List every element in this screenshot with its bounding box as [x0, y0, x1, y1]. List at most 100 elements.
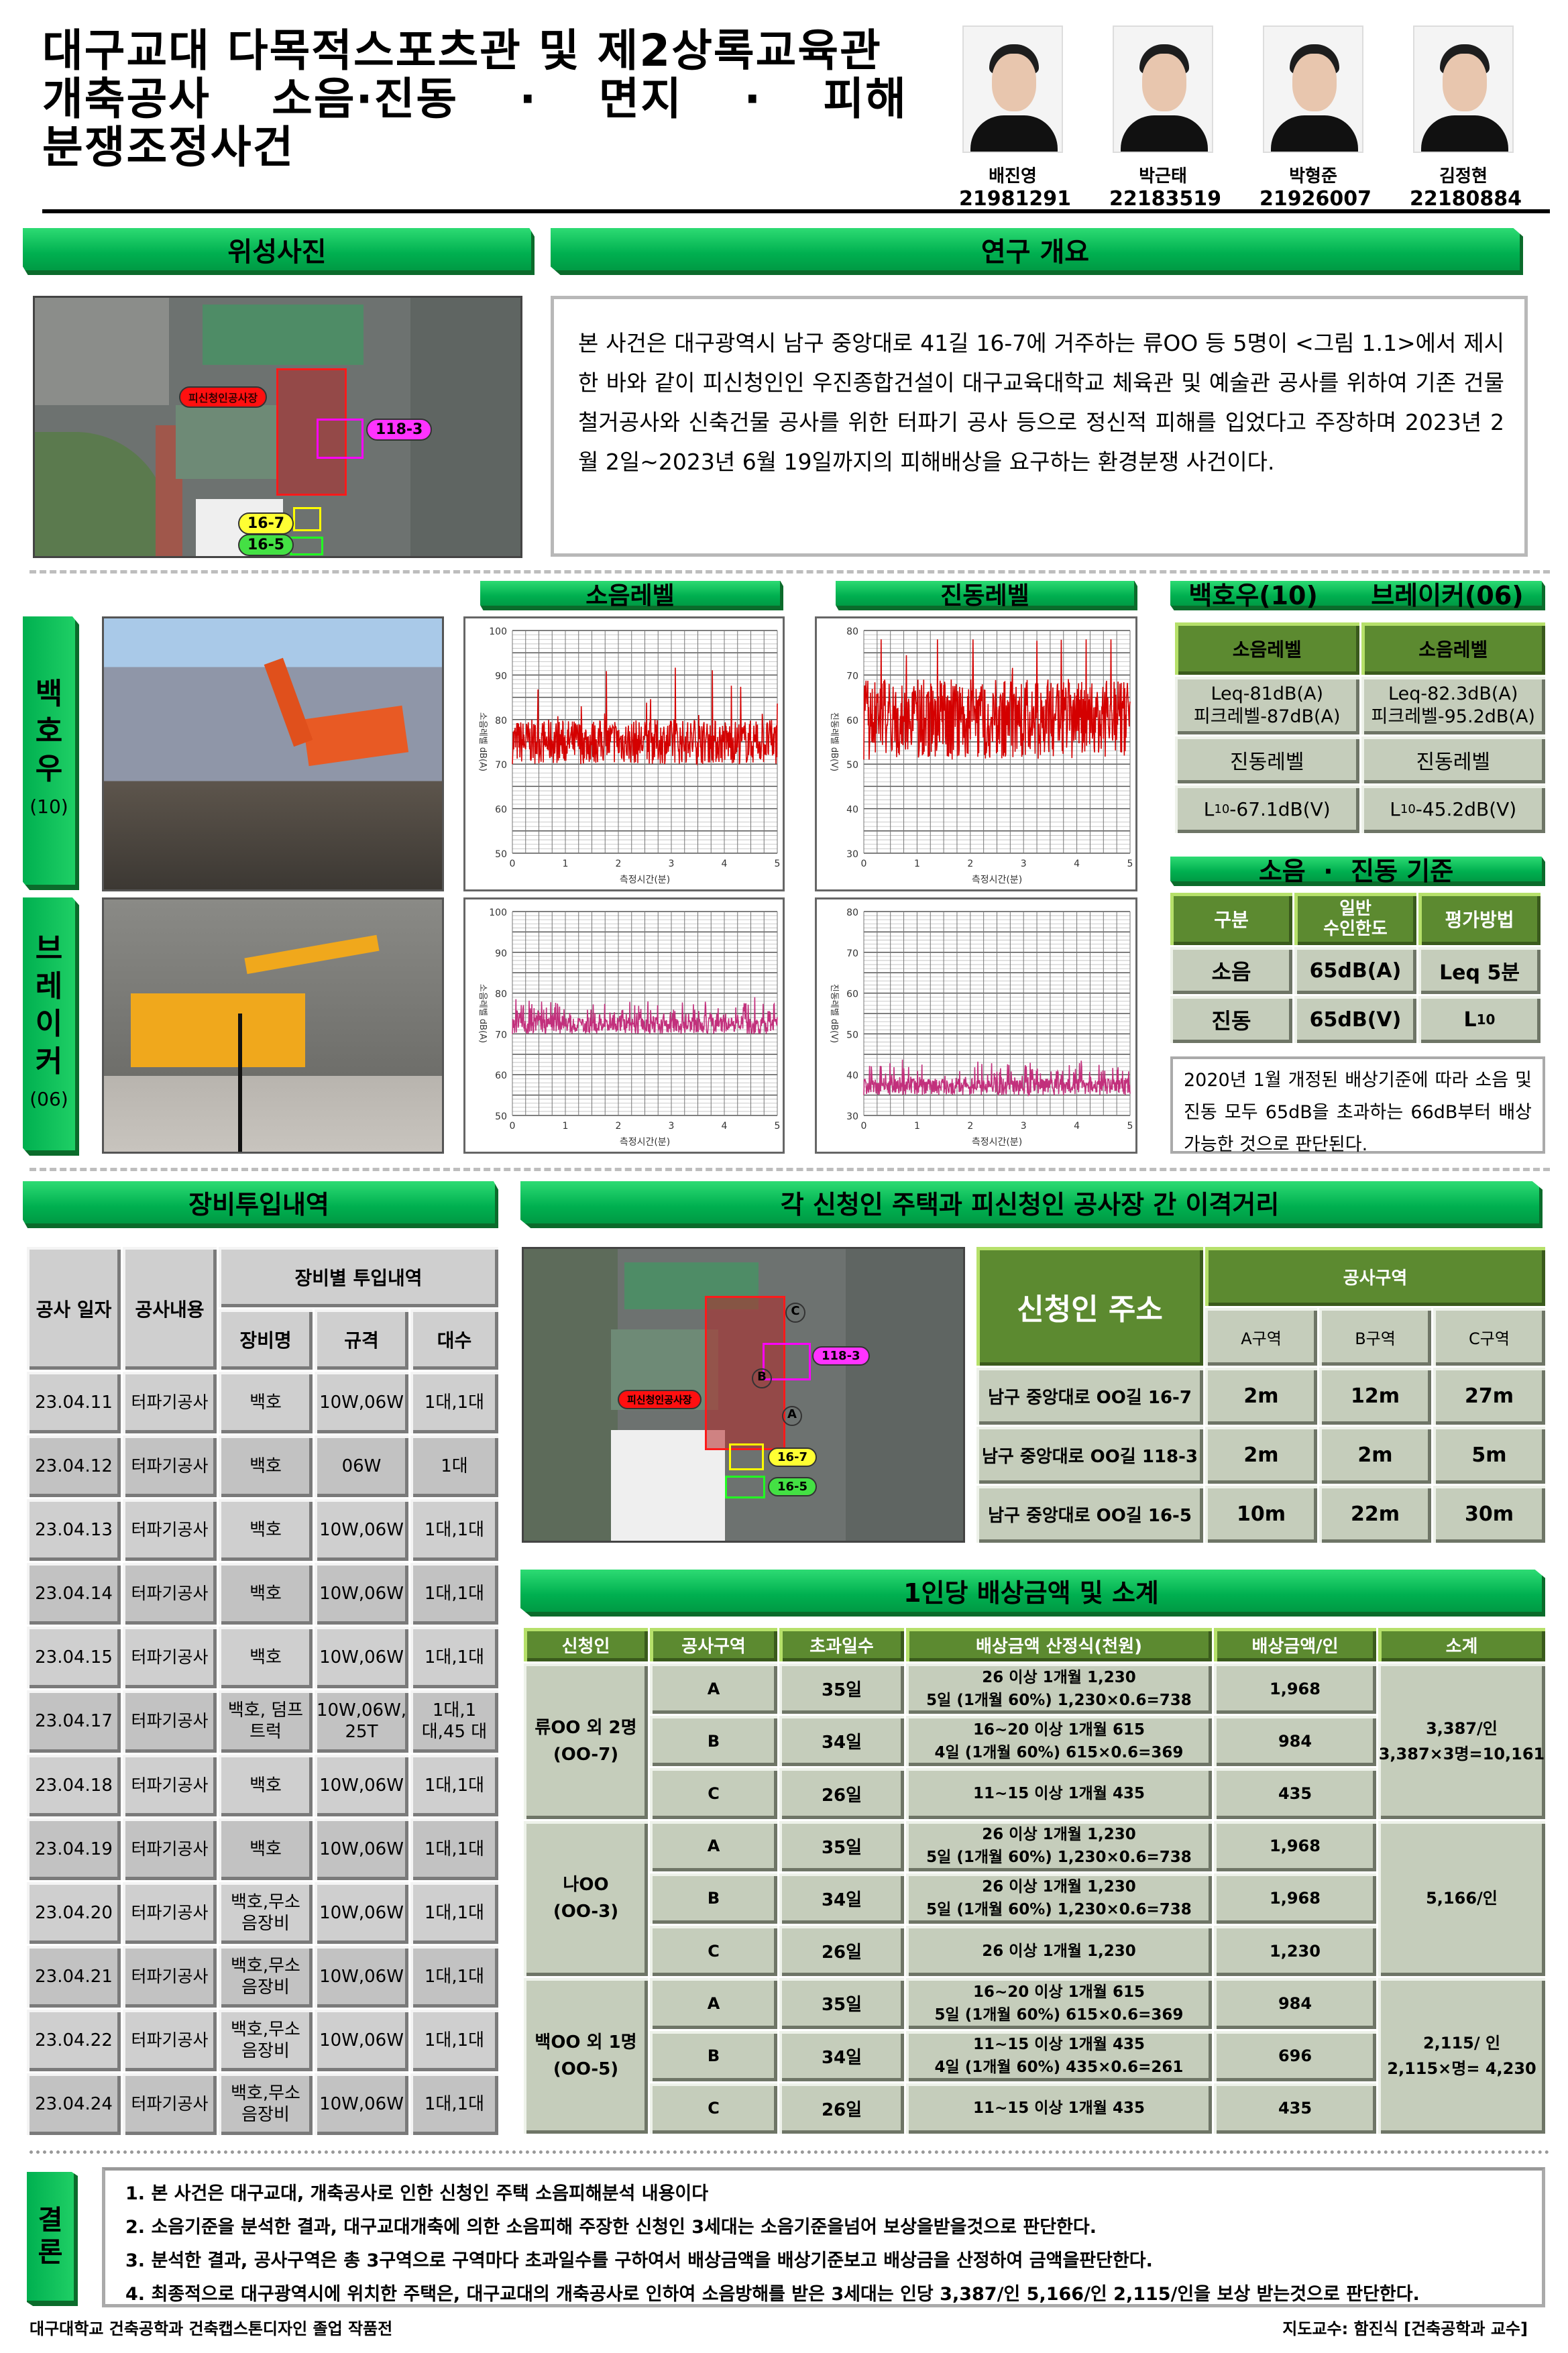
comp-header: 소계 — [1378, 1628, 1545, 1661]
zone-b-header: B구역 — [1319, 1308, 1431, 1366]
log-cell-spec: 10W,06W — [315, 1372, 408, 1434]
x-tick-label: 2 — [967, 1121, 973, 1132]
log-cell-name: 백호 — [219, 1372, 313, 1434]
site-label: 피신청인공사장 — [179, 386, 268, 408]
subtotal-line: 2,115×명= 4,230 — [1387, 2059, 1536, 2079]
label-char: 호 — [35, 714, 63, 749]
member-photo — [1263, 25, 1363, 153]
log-cell-name: 백호,무소 음장비 — [219, 1945, 313, 2008]
backhoe-vibration-chart: 30 40 50 60 70 80 0 1 2 3 4 5 측정시간(분) 진동레벨 dB(V) — [815, 616, 1137, 891]
log-cell-work: 터파기공사 — [123, 1818, 217, 1880]
address-cell: 남구 중앙대로 OO길 16-7 — [976, 1368, 1203, 1425]
x-axis-label: 측정시간(분) — [972, 875, 1022, 885]
zone-cell: A — [650, 1978, 777, 2029]
section-banner-vibration: 진동레벨 — [836, 581, 1137, 610]
y-tick-label: 100 — [489, 908, 507, 918]
y-tick-label: 60 — [846, 989, 858, 1000]
x-tick-label: 4 — [1074, 859, 1080, 869]
applicant-address: (OO-7) — [553, 1744, 619, 1765]
days-cell: 26일 — [779, 2083, 904, 2134]
days-cell: 34일 — [779, 1873, 904, 1924]
amount-cell: 435 — [1214, 2083, 1376, 2134]
distance-map: C B A 피신청인공사장 118-3 16-7 16-5 — [522, 1247, 965, 1543]
title-part: 면지 — [598, 73, 683, 125]
formula-line: 5일 (1개월 60%) 1,230×0.6=738 — [926, 1849, 1192, 1867]
std-cell: 65dB(A) — [1294, 947, 1416, 994]
log-cell-spec: 10W,06W, 25T — [315, 1690, 408, 1753]
formula-line: 26 이상 1개월 1,230 — [982, 1942, 1136, 1960]
x-tick-label: 4 — [1074, 1121, 1080, 1132]
overview-text: 본 사건은 대구광역시 남구 중앙대로 41길 16-7에 거주하는 류OO 등… — [551, 296, 1528, 557]
x-tick-label: 3 — [1021, 859, 1027, 869]
title-line-3: 분쟁조정사건 — [42, 121, 295, 173]
y-tick-label: 80 — [495, 716, 507, 726]
y-axis-label: 소음레벨 dB(A) — [478, 712, 488, 771]
formula-cell: 16~20 이상 1개월 615 4일 (1개월 60%) 615×0.6=369 — [906, 1716, 1212, 1767]
formula-cell: 11~15 이상 1개월 435 4일 (1개월 60%) 435×0.6=261 — [906, 2030, 1212, 2081]
address-cell: 남구 중앙대로 OO길 16-5 — [976, 1486, 1203, 1543]
member-id: 22183519 — [1109, 187, 1221, 211]
subtotal-line: 5,166/인 — [1426, 1889, 1498, 1908]
subtotal-cell: 2,115/ 인 2,115×명= 4,230 — [1378, 1978, 1545, 2134]
std-cell: L 10 — [1418, 996, 1541, 1043]
log-cell-date: 23.04.17 — [27, 1690, 121, 1753]
photo-shape — [1292, 54, 1337, 111]
breaker-noise-chart: 50 60 70 80 90 100 0 1 2 3 4 5 측정시간(분) 소음레벨 dB(A) — [463, 897, 785, 1154]
log-cell-work: 터파기공사 — [123, 1499, 217, 1562]
x-axis-label: 측정시간(분) — [620, 875, 670, 885]
y-tick-label: 70 — [495, 760, 507, 771]
y-tick-label: 50 — [495, 849, 507, 860]
formula-line: 11~15 이상 1개월 435 — [973, 2036, 1145, 2054]
log-cell-work: 터파기공사 — [123, 1690, 217, 1753]
subtotal-cell: 5,166/인 — [1378, 1820, 1545, 1977]
footer-left: 대구대학교 건축공학과 건축캡스톤디자인 졸업 작품전 — [30, 2319, 393, 2338]
log-cell-spec: 10W,06W — [315, 1499, 408, 1562]
zone-c-header: C구역 — [1433, 1308, 1545, 1366]
formula-line: 5일 (1개월 60%) 1,230×0.6=738 — [926, 1691, 1192, 1709]
days-cell: 26일 — [779, 1926, 904, 1977]
data-series-line — [512, 997, 778, 1034]
photo-shape — [1142, 54, 1186, 111]
log-cell-spec: 10W,06W — [315, 1627, 408, 1689]
formula-line: 5일 (1개월 60%) 1,230×0.6=738 — [926, 1901, 1192, 1919]
log-cell-name: 백호,무소 음장비 — [219, 2009, 313, 2071]
label-char: 이 — [35, 1006, 63, 1041]
log-cell-name: 백호,무소 음장비 — [219, 2073, 313, 2135]
title-line-2: 개축공사 소음·진동 · 면지 · 피해 — [42, 75, 907, 123]
log-header: 장비명 — [219, 1309, 313, 1370]
formula-line: 4일 (1개월 60%) 615×0.6=369 — [934, 1743, 1184, 1761]
photo-shape — [1421, 115, 1508, 152]
vibration-breaker-value: L 10 -45.2dB(V) — [1361, 785, 1545, 833]
x-tick-label: 0 — [861, 859, 867, 869]
log-cell-date: 23.04.20 — [27, 1881, 121, 1944]
formula-line: 4일 (1개월 60%) 435×0.6=261 — [934, 2059, 1184, 2077]
section-banner-standard: 소음 · 진동 기준 — [1170, 857, 1545, 886]
x-axis-label: 측정시간(분) — [972, 1137, 1022, 1148]
subtotal-line: 3,387×3명=10,161 — [1378, 1744, 1545, 1763]
conclusion-box: 1. 본 사건은 대구교대, 개축공사로 인한 신청인 주택 소음피해분석 내용… — [102, 2167, 1545, 2307]
x-tick-label: 3 — [669, 1121, 675, 1132]
zone-cell: B — [650, 1873, 777, 1924]
map-label-16-5: 16-5 — [768, 1477, 818, 1496]
y-tick-label: 70 — [846, 948, 858, 959]
section-divider — [30, 570, 1550, 573]
x-axis-label: 측정시간(분) — [620, 1137, 670, 1148]
distance-table: 신청인 주소 공사구역 A구역 B구역 C구역 남구 중앙대로 OO길 16-7… — [976, 1247, 1545, 1543]
log-cell-count: 1대,1대 — [410, 1754, 498, 1816]
log-cell-count: 1대,1대 — [410, 1881, 498, 1944]
conclusion-item: 2. 소음기준을 분석한 결과, 대구교대개축에 의한 소음피해 주장한 신청인… — [125, 2217, 1097, 2238]
member-name: 김정현 — [1439, 166, 1488, 186]
breaker-photo — [102, 897, 444, 1154]
comp-header: 배상금액 산정식(천원) — [906, 1628, 1212, 1661]
x-tick-label: 5 — [1127, 1121, 1133, 1132]
days-cell: 34일 — [779, 2030, 904, 2081]
noise-breaker-values: Leq-82.3dB(A) 피크레벨-95.2dB(A) — [1361, 677, 1545, 734]
conclusion-item: 1. 본 사건은 대구교대, 개축공사로 인한 신청인 주택 소음피해분석 내용… — [125, 2183, 709, 2204]
address-header: 신청인 주소 — [976, 1247, 1203, 1366]
formula-line: 26 이상 1개월 1,230 — [982, 1826, 1136, 1844]
zone-cell: A — [650, 1663, 777, 1714]
comp-header: 배상금액/인 — [1214, 1628, 1376, 1661]
log-cell-spec: 06W — [315, 1435, 408, 1498]
log-cell-date: 23.04.19 — [27, 1818, 121, 1880]
formula-line: 11~15 이상 1개월 435 — [973, 1785, 1145, 1803]
